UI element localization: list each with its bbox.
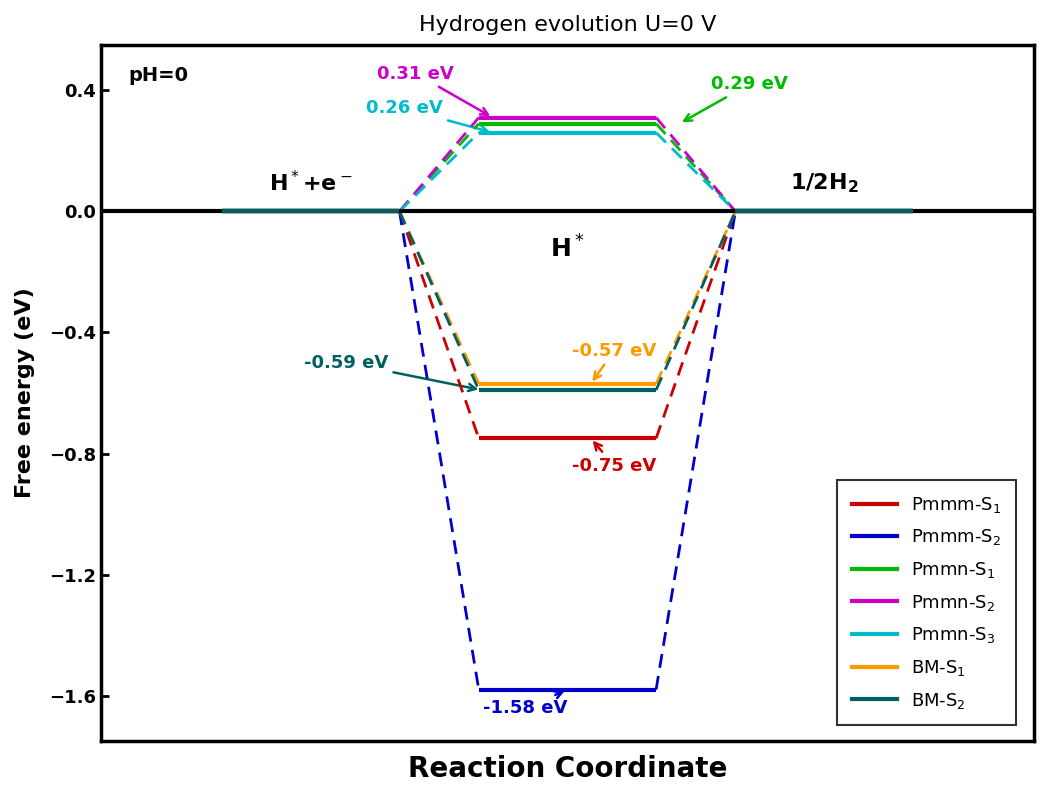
Text: H$^*$: H$^*$ xyxy=(550,235,585,263)
Text: H$^*$+e$^-$: H$^*$+e$^-$ xyxy=(269,169,352,195)
Text: -1.58 eV: -1.58 eV xyxy=(484,691,568,717)
Text: 0.29 eV: 0.29 eV xyxy=(684,75,788,120)
Text: -0.59 eV: -0.59 eV xyxy=(304,354,475,391)
Text: pH=0: pH=0 xyxy=(129,65,189,85)
Text: 0.26 eV: 0.26 eV xyxy=(366,100,488,132)
Y-axis label: Free energy (eV): Free energy (eV) xyxy=(15,287,35,499)
Text: $\mathbf{1/2H_2}$: $\mathbf{1/2H_2}$ xyxy=(790,171,858,195)
Text: 0.31 eV: 0.31 eV xyxy=(378,65,488,115)
Text: -0.75 eV: -0.75 eV xyxy=(572,443,657,475)
Legend: Pmmm-S$_1$, Pmmm-S$_2$, Pmmn-S$_1$, Pmmn-S$_2$, Pmmn-S$_3$, BM-S$_1$, BM-S$_2$: Pmmm-S$_1$, Pmmm-S$_2$, Pmmn-S$_1$, Pmmn… xyxy=(837,480,1015,725)
X-axis label: Reaction Coordinate: Reaction Coordinate xyxy=(408,755,727,783)
Title: Hydrogen evolution U=0 V: Hydrogen evolution U=0 V xyxy=(419,15,716,35)
Text: -0.57 eV: -0.57 eV xyxy=(572,342,657,379)
